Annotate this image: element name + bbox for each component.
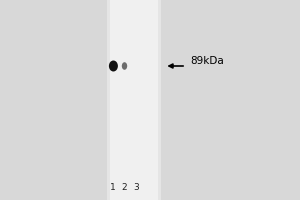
Ellipse shape — [109, 60, 118, 72]
Text: 89kDa: 89kDa — [190, 56, 224, 66]
Bar — [158, 0, 160, 200]
Text: 3: 3 — [134, 184, 140, 192]
Text: 2: 2 — [122, 184, 127, 192]
Bar — [106, 0, 110, 200]
Bar — [106, 0, 160, 200]
Text: 1: 1 — [110, 184, 116, 192]
Ellipse shape — [122, 62, 127, 70]
